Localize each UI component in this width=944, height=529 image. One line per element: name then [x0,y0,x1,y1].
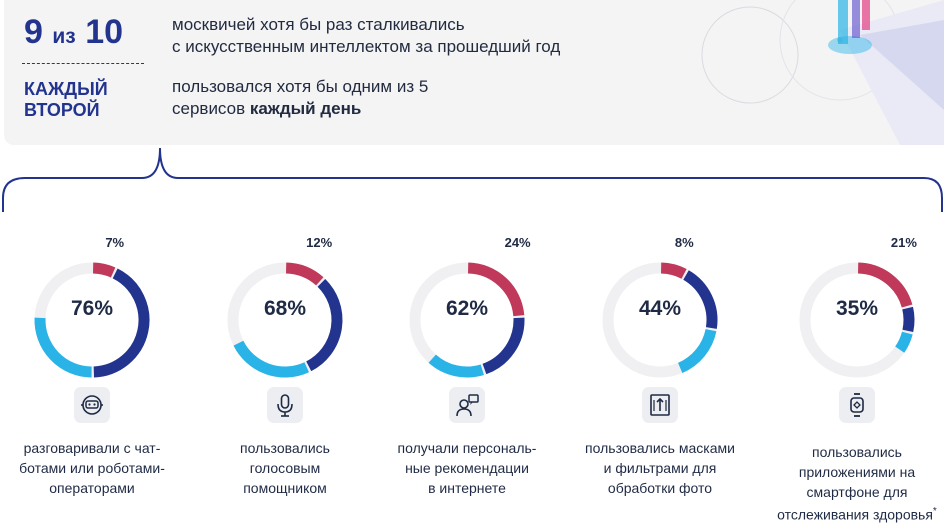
stat-every-second: КАЖДЫЙ ВТОРОЙ [24,79,108,120]
donut-daily-label: 24% [504,235,531,250]
donut-chart-5 [799,262,915,378]
donut-value-label: 68% [263,297,307,320]
donut-daily-label: 21% [890,235,917,250]
donut-daily-label: 12% [306,235,333,250]
donut-segment-daily [92,262,116,278]
stat-nine-of-ten-text: москвичей хотя бы раз сталкивались с иск… [172,15,561,56]
stat-every-second-text: пользовался хотя бы одним из 5 сервисов … [172,77,429,118]
donut-value-label: 76% [70,297,114,320]
smartwatch-icon [839,387,875,423]
donut-segment-dark [902,306,915,333]
donut-caption: получали персональ-ные рекомендации в инт… [397,440,537,496]
donut-daily-label: 8% [674,235,694,250]
donut-segment-light [233,340,309,378]
donut-segment-dark [306,278,343,372]
donut-value-label: 44% [638,297,682,320]
bracket-connector [1,147,943,212]
donut-daily-label: 7% [105,235,125,250]
donut-segment-dark [482,317,525,375]
dashed-divider [22,63,144,64]
donut-chart-1 [34,262,150,378]
donut-caption: пользовались приложениями на смартфоне для… [777,444,937,523]
photo-filter-icon [642,387,678,423]
donut-value-label: 35% [835,297,879,320]
decorative-graphic [701,0,944,145]
donut-caption: разговаривали с чат-ботами или роботами-… [19,440,165,496]
donut-segment-dark [683,270,718,329]
robot-icon [74,387,110,423]
donut-segment-daily [660,262,687,279]
donut-segment-daily [467,262,525,317]
donut-chart-3 [409,262,525,378]
donut-segment-light [677,328,717,373]
user-recommendation-icon [449,387,485,423]
donut-segment-light [895,331,913,353]
donut-segment-light [34,317,92,378]
donut-chart-4 [602,262,718,378]
donut-segment-light [428,354,484,378]
donut-caption: пользовались масками и фильтрами для обраб… [585,440,735,496]
donut-caption: пользовались голосовым помощником [240,440,330,496]
stat-nine-of-ten: 9 из 10 [24,13,124,51]
donut-segment-dark [93,268,150,378]
donut-value-label: 62% [445,297,489,320]
donut-segment-daily [285,262,324,286]
donut-chart-2 [227,262,343,378]
donut-segment-daily [857,262,913,308]
microphone-icon [267,387,303,423]
